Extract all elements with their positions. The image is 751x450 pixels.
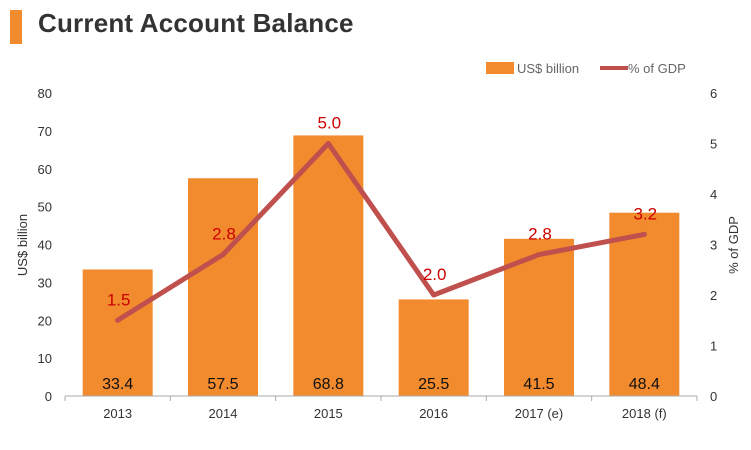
y-right-tick-label: 3 [710, 238, 717, 253]
line-point [220, 252, 226, 258]
y-axis-right-title: % of GDP [726, 216, 741, 274]
x-tick-label: 2014 [209, 406, 238, 421]
bar-value-label: 25.5 [418, 376, 449, 393]
bar-value-label: 33.4 [102, 376, 133, 393]
x-tick-label: 2013 [103, 406, 132, 421]
legend: US$ billion % of GDP [486, 61, 686, 76]
bar-value-label: 57.5 [207, 376, 238, 393]
bar [188, 178, 258, 396]
bar-value-label: 41.5 [523, 376, 554, 393]
line-value-label: 2.8 [528, 225, 552, 244]
legend-bar-label: US$ billion [517, 61, 579, 76]
x-tick-label: 2016 [419, 406, 448, 421]
y-right-tick-label: 2 [710, 288, 717, 303]
y-axis-right: 0 1 2 3 4 5 6 [710, 86, 717, 404]
line-point [325, 141, 331, 146]
line-point [431, 292, 437, 298]
line-point [536, 252, 542, 258]
line-value-label: 2.0 [423, 265, 447, 284]
line-series: 1.5 2.8 5.0 2.0 2.8 3.2 [107, 114, 657, 323]
line-point [641, 231, 647, 237]
legend-bar-swatch [486, 62, 514, 74]
line-value-label: 2.8 [212, 225, 236, 244]
y-left-tick-label: 30 [38, 275, 52, 290]
bar-series: 33.4 57.5 68.8 25.5 41.5 48.4 [82, 135, 680, 397]
y-left-tick-label: 80 [38, 86, 52, 101]
y-left-tick-label: 50 [38, 200, 52, 215]
bar [398, 299, 469, 396]
y-left-tick-label: 70 [38, 124, 52, 139]
y-axis-left-title: US$ billion [15, 214, 30, 276]
y-right-tick-label: 6 [710, 86, 717, 101]
y-right-tick-label: 4 [710, 187, 717, 202]
legend-line-label: % of GDP [628, 61, 686, 76]
x-tick-label: 2017 (e) [515, 406, 563, 421]
y-right-tick-label: 0 [710, 389, 717, 404]
line-value-label: 5.0 [318, 114, 342, 133]
y-right-tick-label: 5 [710, 137, 717, 152]
line-point [115, 317, 121, 323]
x-tick-label: 2018 (f) [622, 406, 667, 421]
line-path [115, 141, 647, 323]
x-axis: 2013 2014 2015 2016 2017 (e) 2018 (f) [64, 396, 698, 421]
bar [609, 212, 680, 396]
bar [82, 269, 153, 396]
y-left-tick-label: 0 [45, 389, 52, 404]
chart-title: Current Account Balance [38, 8, 354, 38]
bar-value-label: 68.8 [313, 376, 344, 393]
y-left-tick-label: 40 [38, 238, 52, 253]
y-right-tick-label: 1 [710, 339, 717, 354]
y-left-tick-label: 60 [38, 162, 52, 177]
line-value-label: 3.2 [634, 204, 658, 223]
title-accent-bar [10, 10, 22, 44]
y-left-tick-label: 10 [38, 351, 52, 366]
y-axis-left: 0 10 20 30 40 50 60 70 80 [38, 86, 52, 404]
x-tick-label: 2015 [314, 406, 343, 421]
bar-value-label: 48.4 [629, 376, 660, 393]
y-left-tick-label: 20 [38, 313, 52, 328]
line-value-label: 1.5 [107, 290, 131, 309]
